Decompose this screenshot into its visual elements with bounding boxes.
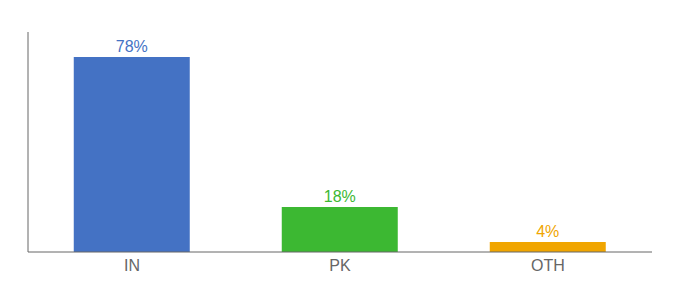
svg-text:18%: 18%	[324, 188, 356, 205]
svg-text:78%: 78%	[116, 38, 148, 55]
svg-text:PK: PK	[329, 257, 351, 274]
svg-text:4%: 4%	[536, 223, 559, 240]
svg-text:OTH: OTH	[531, 257, 565, 274]
svg-text:IN: IN	[124, 257, 140, 274]
